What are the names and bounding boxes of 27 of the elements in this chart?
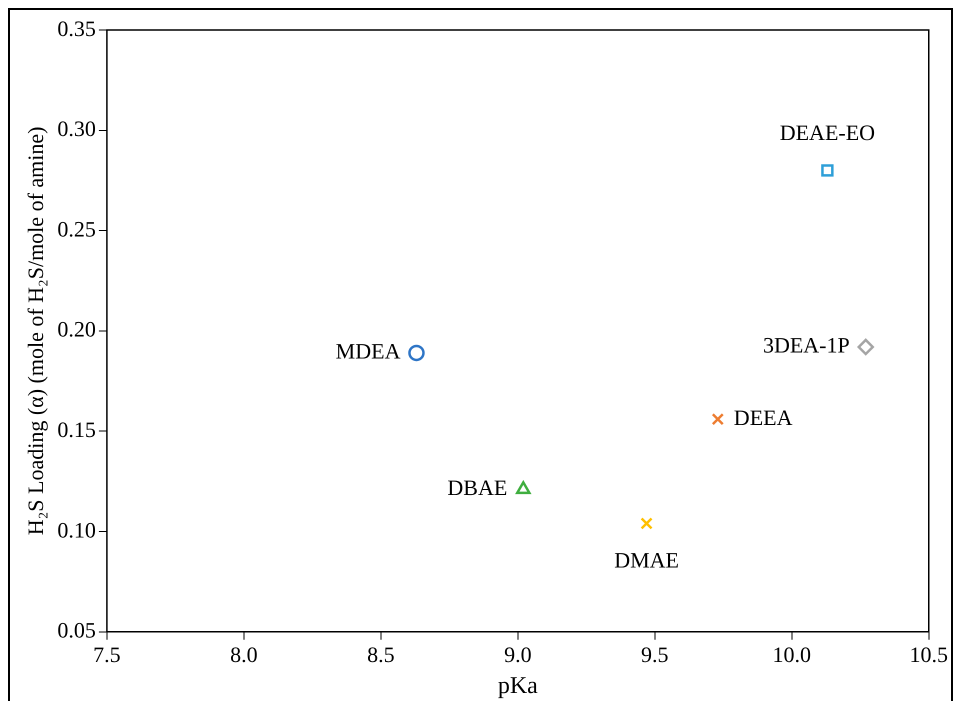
point xyxy=(640,517,653,530)
y-axis-title: H₂S Loading (α) (mole of H₂S/mole of amine) xyxy=(22,126,48,536)
x-tick-label: 10.5 xyxy=(910,642,948,667)
x-axis-title: pKa xyxy=(498,672,538,699)
series-label: 3DEA-1P xyxy=(762,332,850,358)
y-tick-label: 0.10 xyxy=(57,517,96,542)
series-label: DEEA xyxy=(734,404,793,430)
series-label: MDEA xyxy=(336,338,401,364)
point xyxy=(821,164,834,177)
x-tick-label: 7.5 xyxy=(93,642,121,667)
y-tick-label: 0.35 xyxy=(57,16,96,41)
y-tick-label: 0.15 xyxy=(57,416,96,442)
y-tick-label: 0.05 xyxy=(57,618,96,643)
y-tick-label: 0.30 xyxy=(57,116,96,142)
x-tick-label: 8.0 xyxy=(230,642,258,667)
point xyxy=(857,338,874,356)
y-tick-label: 0.20 xyxy=(57,316,96,342)
y-tick-label: 0.25 xyxy=(57,216,96,242)
x-tick-label: 9.0 xyxy=(504,642,532,667)
series-label: DMAE xyxy=(614,547,679,572)
series-label: DBAE xyxy=(447,475,508,500)
x-tick-label: 9.5 xyxy=(641,642,669,667)
point xyxy=(408,344,425,362)
x-tick-label: 8.5 xyxy=(367,642,395,667)
point xyxy=(712,412,724,426)
series-label: DEAE-EO xyxy=(780,120,876,146)
x-tick-label: 10.0 xyxy=(772,642,812,667)
